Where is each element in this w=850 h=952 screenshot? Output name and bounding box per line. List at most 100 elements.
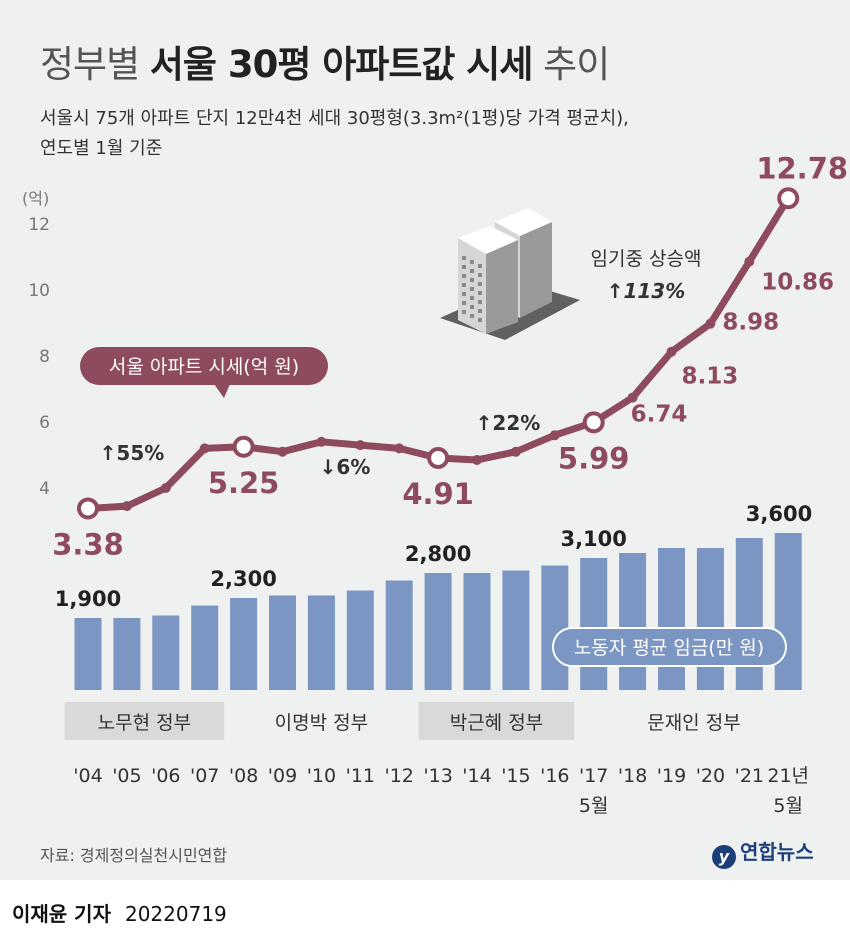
wage-bar bbox=[269, 595, 296, 690]
wage-bar-label: 2,300 bbox=[210, 567, 276, 591]
wage-bar bbox=[696, 548, 724, 690]
change-annotation: ↓6% bbox=[320, 455, 371, 479]
building-window bbox=[470, 296, 474, 300]
building-window bbox=[470, 260, 474, 264]
price-point bbox=[355, 440, 366, 451]
wage-bar bbox=[541, 565, 569, 690]
wage-bar bbox=[774, 533, 802, 690]
era-label: 이명박 정부 bbox=[275, 712, 368, 734]
price-value-label: 8.13 bbox=[682, 364, 739, 390]
price-point bbox=[549, 430, 560, 441]
x-tick-label: '21 bbox=[735, 765, 764, 787]
wage-legend-label: 노동자 평균 임금(만 원) bbox=[574, 637, 764, 659]
wage-bar bbox=[230, 598, 258, 690]
x-tick-label-sub: 5월 bbox=[773, 795, 803, 817]
change-annotation: ↑55% bbox=[100, 441, 165, 465]
reporter-line: 이재윤 기자 20220719 bbox=[12, 898, 227, 927]
x-tick-label: '13 bbox=[423, 765, 452, 787]
building-window bbox=[478, 264, 482, 268]
building-window bbox=[462, 301, 466, 305]
wage-bar-label: 1,900 bbox=[55, 587, 121, 611]
price-value-label: 5.99 bbox=[558, 441, 630, 475]
building-window bbox=[478, 318, 482, 322]
x-tick-label: '12 bbox=[384, 765, 413, 787]
building-window bbox=[478, 291, 482, 295]
wage-bar bbox=[307, 595, 335, 690]
x-tick-label: '08 bbox=[229, 765, 258, 787]
apartment-building-icon bbox=[440, 208, 580, 340]
building-window bbox=[478, 282, 482, 286]
price-value-label: 8.98 bbox=[722, 310, 779, 336]
x-tick-label: '19 bbox=[657, 765, 686, 787]
price-point bbox=[510, 446, 521, 457]
building-window bbox=[478, 309, 482, 313]
building-window bbox=[470, 278, 474, 282]
y-tick-label: 10 bbox=[28, 281, 50, 301]
title-bold: 서울 30평 아파트값 시세 bbox=[149, 43, 533, 86]
price-value-label: 12.78 bbox=[756, 151, 848, 185]
price-point bbox=[472, 454, 482, 465]
building-window bbox=[470, 269, 474, 273]
price-point bbox=[199, 443, 210, 454]
chart-title: 정부별 서울 30평 아파트값 시세 추이 bbox=[40, 34, 610, 88]
price-point-open bbox=[427, 446, 450, 469]
price-legend-pill bbox=[80, 347, 328, 385]
price-wage-chart: (억) 4 6 8 10 12 1,900 2,300 2,800 3,100 3,600 노동자 평… bbox=[22, 151, 848, 817]
logo-text: 연합뉴스 bbox=[740, 840, 814, 864]
wage-legend-pill bbox=[552, 627, 787, 667]
wage-bar bbox=[385, 580, 413, 690]
title-part2: 추이 bbox=[543, 43, 610, 86]
building-window bbox=[470, 305, 474, 309]
price-legend-pointer bbox=[214, 384, 230, 398]
footer-bar bbox=[0, 880, 850, 952]
source-text: 자료: 경제정의실천시민연합 bbox=[40, 846, 228, 865]
price-point bbox=[160, 483, 171, 493]
x-tick-label: '09 bbox=[268, 765, 297, 787]
price-point bbox=[627, 392, 638, 403]
wage-bar bbox=[191, 605, 219, 690]
change-annotation: ↑22% bbox=[476, 411, 541, 435]
x-tick-label: '18 bbox=[618, 765, 647, 787]
price-point bbox=[277, 446, 288, 457]
building-window bbox=[478, 300, 482, 304]
price-point-open bbox=[232, 435, 255, 458]
subtitle-line1: 서울시 75개 아파트 단지 12만4천 세대 30평형(3.3m²(1평)당 … bbox=[40, 108, 629, 129]
era-label: 노무현 정부 bbox=[98, 712, 191, 734]
x-tick-label: '05 bbox=[112, 765, 141, 787]
price-point bbox=[394, 443, 405, 454]
building-face bbox=[495, 208, 552, 236]
x-tick-label-sub: 5월 bbox=[579, 795, 609, 817]
y-tick-label: 12 bbox=[28, 215, 50, 235]
era-label: 문재인 정부 bbox=[647, 712, 740, 734]
x-tick-label: '17 bbox=[579, 765, 608, 787]
era-label: 박근혜 정부 bbox=[450, 712, 543, 734]
y-tick-label: 4 bbox=[39, 479, 50, 499]
wage-bar-label: 3,100 bbox=[560, 527, 626, 551]
price-value-label: 4.91 bbox=[402, 477, 474, 511]
price-value-label: 3.38 bbox=[52, 527, 124, 561]
wage-bar bbox=[113, 618, 141, 690]
building-window bbox=[462, 265, 466, 269]
x-tick-label: '20 bbox=[696, 765, 725, 787]
wage-bar-label: 2,800 bbox=[405, 542, 471, 566]
price-point-open bbox=[777, 187, 800, 210]
reporter-name: 이재윤 기자 bbox=[12, 902, 111, 926]
wage-bar bbox=[152, 615, 180, 690]
building-face bbox=[458, 226, 518, 254]
y-tick-label: 8 bbox=[39, 347, 50, 367]
price-value-label: 10.86 bbox=[761, 270, 834, 296]
building-window bbox=[470, 314, 474, 318]
subtitle-line2: 연도별 1월 기준 bbox=[40, 138, 163, 159]
x-tick-label: '07 bbox=[190, 765, 219, 787]
building-window bbox=[462, 310, 466, 314]
wage-bar bbox=[74, 618, 102, 690]
yonhap-logo: y 연합뉴스 bbox=[712, 836, 814, 869]
price-point-open bbox=[77, 497, 99, 520]
building-window bbox=[478, 273, 482, 277]
wage-bar bbox=[658, 548, 685, 690]
y-axis-unit: (억) bbox=[22, 189, 49, 208]
building-window bbox=[462, 274, 466, 278]
change-annotation: ↑113% bbox=[607, 279, 686, 303]
x-tick-label: '04 bbox=[73, 765, 102, 787]
wage-bar bbox=[502, 570, 530, 690]
